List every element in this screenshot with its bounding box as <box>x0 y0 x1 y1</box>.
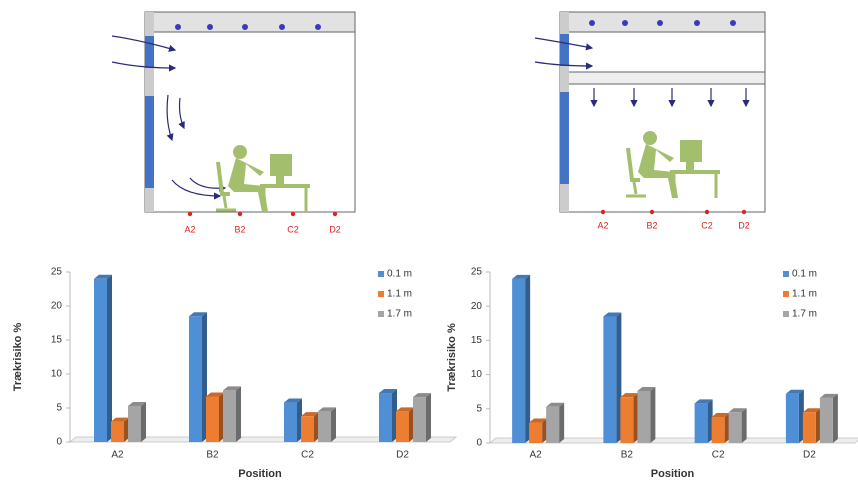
position-dot <box>238 212 242 216</box>
y-tick-label: 25 <box>471 267 483 278</box>
position-label: D2 <box>329 224 341 234</box>
bar <box>189 316 202 442</box>
x-tick-label: D2 <box>803 450 816 461</box>
legend-label: 1.7 m <box>387 309 412 320</box>
bar <box>695 403 708 443</box>
position-dot <box>601 210 605 214</box>
y-tick-label: 0 <box>56 437 62 448</box>
bar <box>529 422 542 443</box>
position-dot <box>742 210 746 214</box>
bar-side <box>833 394 838 443</box>
bar <box>820 398 833 443</box>
x-tick-label: B2 <box>206 450 219 461</box>
bar <box>413 397 426 442</box>
legend-swatch <box>783 271 789 277</box>
x-tick-label: C2 <box>712 450 725 461</box>
bar <box>512 279 525 443</box>
position-label: B2 <box>234 224 245 234</box>
bar-side <box>426 393 431 442</box>
legend-swatch <box>378 271 384 277</box>
legend-label: 0.1 m <box>792 269 817 280</box>
bar <box>111 422 124 442</box>
bar <box>729 412 742 443</box>
x-tick-label: B2 <box>621 450 634 461</box>
bar <box>94 279 107 442</box>
x-tick-label: D2 <box>396 450 409 461</box>
bar-side <box>525 275 530 443</box>
bar <box>546 407 559 443</box>
position-label: A2 <box>597 220 608 230</box>
legend-label: 1.1 m <box>792 289 817 300</box>
bar-side <box>559 403 564 443</box>
y-tick-label: 15 <box>471 335 483 346</box>
y-tick-label: 20 <box>51 301 63 312</box>
position-label: C2 <box>287 224 299 234</box>
bar-side <box>331 407 336 442</box>
y-axis-label: Trækrisiko % <box>12 323 24 392</box>
page: A2 B2 C2 D2 A2 B2 C2 D2 0 5 10 15 20 25 Trækrisiko % Po… <box>0 0 858 482</box>
bar-side <box>236 386 241 442</box>
bar <box>223 390 236 442</box>
legend-swatch <box>783 291 789 297</box>
position-label: D2 <box>738 220 750 230</box>
x-tick-label: C2 <box>301 450 314 461</box>
bar <box>620 397 633 443</box>
y-tick-label: 20 <box>471 301 483 312</box>
y-tick-label: 10 <box>51 369 63 380</box>
bar <box>603 316 616 443</box>
y-tick-label: 10 <box>471 369 483 380</box>
y-tick-label: 5 <box>56 403 62 414</box>
y-tick-label: 25 <box>51 267 63 278</box>
legend-label: 1.1 m <box>387 289 412 300</box>
bar-side <box>107 275 112 442</box>
position-label: A2 <box>184 224 195 234</box>
diagram-right <box>535 12 765 212</box>
bar <box>379 393 392 442</box>
bar <box>396 411 409 442</box>
x-tick-label: A2 <box>530 450 543 461</box>
position-dot <box>188 212 192 216</box>
position-label: C2 <box>701 220 713 230</box>
position-dot <box>705 210 709 214</box>
bar <box>301 416 314 442</box>
legend-label: 1.7 m <box>792 309 817 320</box>
bar <box>712 417 725 443</box>
bar <box>128 406 141 442</box>
diagram-left <box>112 12 355 212</box>
position-label: B2 <box>646 220 657 230</box>
position-dot <box>650 210 654 214</box>
bar-side <box>141 402 146 442</box>
legend-label: 0.1 m <box>387 269 412 280</box>
legend-swatch <box>378 291 384 297</box>
bar-side <box>742 408 747 443</box>
bar <box>803 412 816 443</box>
y-axis-label: Trækrisiko % <box>446 323 458 392</box>
legend-swatch <box>783 311 789 317</box>
position-dot <box>291 212 295 216</box>
x-axis-label: Position <box>651 468 695 480</box>
bar <box>206 396 219 442</box>
x-axis-label: Position <box>238 468 282 480</box>
legend-swatch <box>378 311 384 317</box>
bar <box>786 394 799 443</box>
x-tick-label: A2 <box>111 450 124 461</box>
bar <box>284 403 297 442</box>
y-tick-label: 0 <box>476 438 482 449</box>
position-dot <box>333 212 337 216</box>
bar <box>318 411 331 442</box>
bar <box>637 391 650 443</box>
y-tick-label: 15 <box>51 335 63 346</box>
y-tick-label: 5 <box>476 403 482 414</box>
bar-side <box>650 387 655 443</box>
